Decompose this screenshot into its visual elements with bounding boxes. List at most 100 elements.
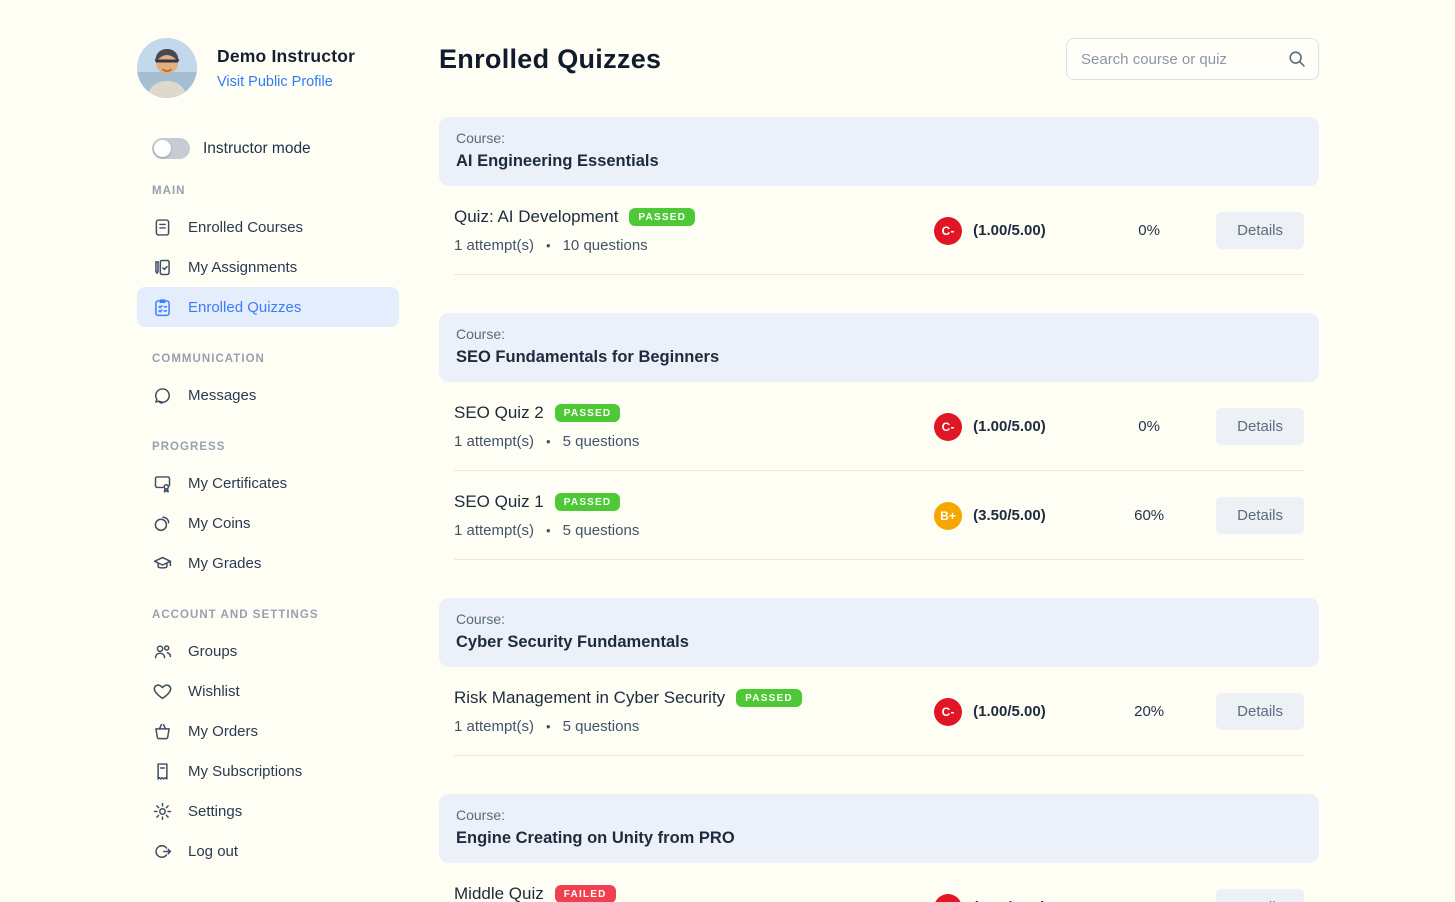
meta-dot-separator: • (546, 238, 551, 253)
quiz-name: Risk Management in Cyber Security (454, 688, 726, 707)
assignments-icon (152, 257, 173, 278)
course-banner: Course: Engine Creating on Unity from PR… (439, 794, 1319, 863)
grade-badge: C- (934, 697, 963, 726)
sidebar-section: COMMUNICATION Messages (137, 353, 399, 415)
course-banner: Course: AI Engineering Essentials (439, 117, 1319, 186)
quiz-questions-count: 5 questions (562, 433, 640, 450)
search-input[interactable] (1066, 38, 1319, 80)
quiz-name: SEO Quiz 2 (454, 403, 544, 422)
sidebar-item-label: Enrolled Quizzes (188, 298, 302, 316)
receipt-icon (152, 761, 173, 782)
quiz-questions-count: 10 questions (562, 237, 648, 254)
grade-score: (1.00/5.00) (973, 703, 1046, 720)
grade-score: (1.00/5.00) (973, 418, 1046, 435)
sidebar-item-label: My Orders (188, 722, 259, 740)
quiz-row: SEO Quiz 1 PASSED 1 attempt(s) • 5 quest… (454, 471, 1304, 560)
quizzes-icon (152, 297, 173, 318)
meta-dot-separator: • (546, 434, 551, 449)
profile-name: Demo Instructor (217, 45, 356, 66)
search-icon[interactable] (1286, 48, 1307, 69)
details-button[interactable]: Details (1216, 212, 1304, 249)
details-button[interactable]: Details (1216, 408, 1304, 445)
sidebar-item-label: Groups (188, 642, 238, 660)
sidebar-item-my-coins[interactable]: My Coins (137, 503, 399, 543)
instructor-mode-toggle[interactable] (152, 138, 190, 159)
sidebar-section: PROGRESS My Certificates My Coins My Gra… (137, 441, 399, 583)
grades-icon (152, 553, 173, 574)
course-label: Course: (456, 130, 506, 146)
sidebar-item-label: My Assignments (188, 258, 298, 276)
sidebar-item-enrolled-quizzes[interactable]: Enrolled Quizzes (137, 287, 399, 327)
details-button[interactable]: Details (1216, 497, 1304, 534)
course-block: Course: AI Engineering Essentials Quiz: … (439, 117, 1319, 275)
courses-icon (152, 217, 173, 238)
search-box (1066, 38, 1319, 80)
sidebar-item-groups[interactable]: Groups (137, 631, 399, 671)
messages-icon (152, 385, 173, 406)
grade-score: (3.50/5.00) (973, 507, 1046, 524)
sidebar-section-title: MAIN (152, 185, 186, 197)
quiz-row: Middle Quiz FAILED 4 attempt(s) • 5 ques… (454, 863, 1304, 902)
sidebar: Demo Instructor Visit Public Profile Ins… (137, 0, 399, 902)
sidebar-item-label: My Subscriptions (188, 762, 303, 780)
quiz-attempts: 1 attempt(s) (454, 237, 535, 254)
quiz-status-badge: PASSED (736, 689, 802, 707)
meta-dot-separator: • (546, 523, 551, 538)
meta-dot-separator: • (546, 719, 551, 734)
quiz-name: Quiz: AI Development (454, 207, 619, 226)
sidebar-item-my-subscriptions[interactable]: My Subscriptions (137, 751, 399, 791)
sidebar-nav: MAIN Enrolled Courses My Assignments Enr… (137, 185, 399, 871)
grade-badge: C- (934, 893, 963, 902)
grade-badge: C- (934, 412, 963, 441)
sidebar-section-title: PROGRESS (152, 441, 226, 453)
quiz-attempts: 1 attempt(s) (454, 433, 535, 450)
quiz-status-badge: PASSED (554, 493, 621, 511)
sidebar-item-label: My Grades (188, 554, 262, 572)
sidebar-item-label: Messages (188, 386, 257, 404)
quiz-attempts: 1 attempt(s) (454, 718, 535, 735)
main-content: Enrolled Quizzes Course: AI Engineering … (399, 0, 1455, 902)
sidebar-item-label: Log out (188, 842, 239, 860)
course-title: AI Engineering Essentials (456, 152, 659, 170)
toggle-knob (154, 140, 171, 157)
page-title: Enrolled Quizzes (439, 44, 662, 74)
details-button[interactable]: Details (1216, 693, 1304, 730)
course-label: Course: (456, 326, 506, 342)
course-label: Course: (456, 807, 506, 823)
logout-icon (152, 841, 173, 862)
sidebar-section: MAIN Enrolled Courses My Assignments Enr… (137, 185, 399, 327)
course-list: Course: AI Engineering Essentials Quiz: … (439, 117, 1319, 902)
sidebar-item-label: Enrolled Courses (188, 218, 304, 236)
grade-percent: 0% (1138, 418, 1160, 435)
sidebar-item-log-out[interactable]: Log out (137, 831, 399, 871)
sidebar-item-my-certificates[interactable]: My Certificates (137, 463, 399, 503)
grade-score: (1.00/5.00) (973, 899, 1046, 902)
quiz-attempts: 1 attempt(s) (454, 522, 535, 539)
coins-icon (152, 513, 173, 534)
profile-card: Demo Instructor Visit Public Profile (137, 38, 399, 98)
sidebar-item-settings[interactable]: Settings (137, 791, 399, 831)
sidebar-item-my-assignments[interactable]: My Assignments (137, 247, 399, 287)
course-title: Engine Creating on Unity from PRO (456, 829, 735, 847)
profile-text: Demo Instructor Visit Public Profile (217, 46, 355, 91)
basket-icon (152, 721, 173, 742)
visit-public-profile-link[interactable]: Visit Public Profile (217, 73, 333, 90)
sidebar-item-wishlist[interactable]: Wishlist (137, 671, 399, 711)
gear-icon (152, 801, 173, 822)
sidebar-item-my-orders[interactable]: My Orders (137, 711, 399, 751)
sidebar-item-label: Wishlist (188, 682, 240, 700)
sidebar-section-title: COMMUNICATION (152, 353, 265, 365)
grade-score: (1.00/5.00) (973, 222, 1046, 239)
details-button[interactable]: Details (1216, 889, 1304, 902)
sidebar-item-enrolled-courses[interactable]: Enrolled Courses (137, 207, 399, 247)
quiz-row: SEO Quiz 2 PASSED 1 attempt(s) • 5 quest… (454, 382, 1304, 471)
sidebar-section: ACCOUNT AND SETTINGS Groups Wishlist My … (137, 609, 399, 871)
instructor-mode-label: Instructor mode (203, 139, 311, 157)
grade-percent: 20% (1134, 703, 1165, 720)
sidebar-item-messages[interactable]: Messages (137, 375, 399, 415)
sidebar-item-label: Settings (188, 802, 243, 820)
sidebar-item-my-grades[interactable]: My Grades (137, 543, 399, 583)
main-header: Enrolled Quizzes (439, 38, 1319, 80)
grade-percent: 60% (1134, 507, 1165, 524)
